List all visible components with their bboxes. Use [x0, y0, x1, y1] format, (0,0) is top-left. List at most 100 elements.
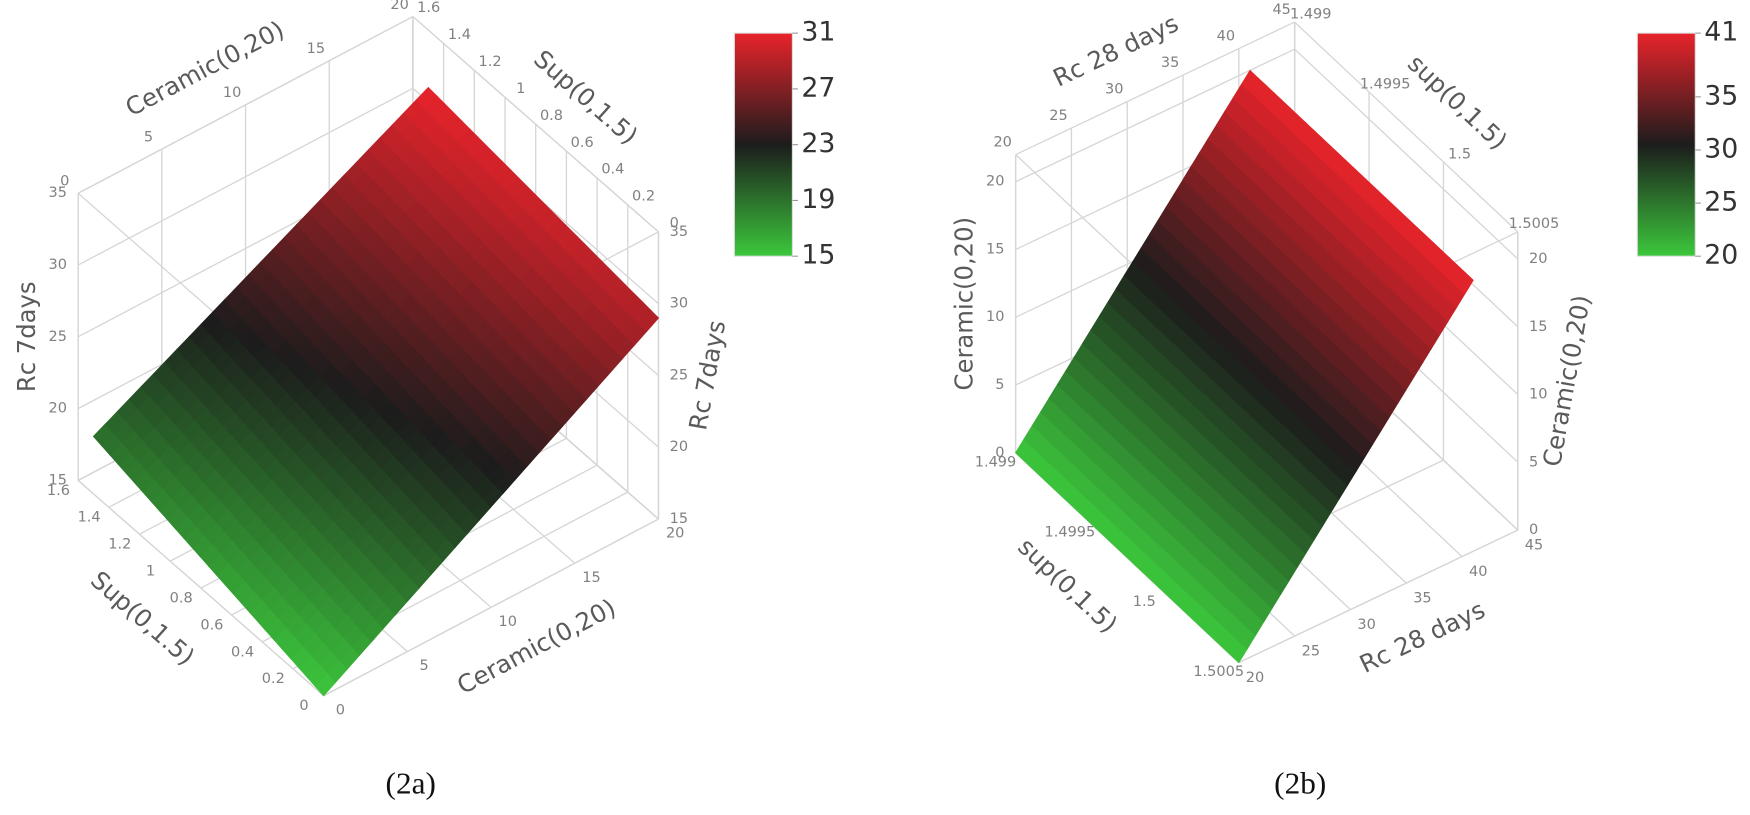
y-tick-label: 1.5005 — [1193, 664, 1244, 680]
caption: (2a) — [386, 766, 436, 801]
y-tick-label: 1.4 — [448, 27, 471, 43]
x-tick-label: 25 — [1049, 108, 1067, 124]
y-tick-label: 1.4 — [78, 510, 101, 526]
z-tick-label: 20 — [986, 174, 1004, 190]
grid-line — [1294, 48, 1519, 260]
surface-cell — [1456, 272, 1474, 295]
x-tick-label: 5 — [419, 658, 428, 674]
z-tick-label: 15 — [986, 242, 1004, 258]
y-tick-label: 1.4995 — [1045, 524, 1096, 540]
y-tick-label: 0.4 — [231, 644, 254, 660]
x-tick-label: 25 — [1302, 643, 1320, 659]
y-tick-label: 0.6 — [571, 135, 594, 151]
colorbar-tick-label: 41 — [1704, 17, 1738, 48]
box-edge — [1015, 21, 1295, 156]
z-tick-label: 5 — [995, 377, 1004, 393]
y-tick-label: 0 — [670, 216, 679, 232]
y-tick-label: 1.5005 — [1509, 216, 1560, 232]
z-tick-label: 20 — [670, 439, 688, 455]
colorbar-tick-label: 23 — [801, 128, 835, 159]
y-tick-label: 1 — [146, 564, 155, 580]
x-tick-label: 20 — [390, 0, 408, 13]
x-axis-title: Ceramic(0,20) — [121, 15, 289, 122]
z-tick-label: 0 — [1529, 522, 1538, 538]
colorbar-tick-label: 31 — [801, 17, 835, 48]
z-tick-label: 10 — [986, 309, 1004, 325]
colorbar-tick-label: 19 — [801, 184, 835, 215]
x-axis-title: Rc 28 days — [1048, 9, 1183, 93]
y-axis-title: Sup(0,1.5) — [85, 565, 200, 671]
grid-line — [323, 518, 659, 697]
colorbar-tick-label: 27 — [801, 72, 835, 103]
y-axis-title: sup(0,1.5) — [1012, 532, 1123, 638]
x-tick-label: 10 — [223, 85, 241, 101]
y-tick-label: 1.5 — [1448, 146, 1471, 162]
z-axis-title: Ceramic(0,20) — [949, 217, 978, 390]
x-tick-label: 35 — [1413, 590, 1431, 606]
x-tick-label: 30 — [1357, 617, 1375, 633]
grid-line — [1015, 48, 1295, 183]
z-tick-label: 20 — [49, 401, 67, 417]
colorbar — [733, 32, 793, 257]
x-tick-label: 45 — [1525, 537, 1543, 553]
colorbar — [1636, 32, 1696, 257]
x-axis-title: Rc 28 days — [1355, 595, 1490, 679]
x-tick-label: 5 — [144, 129, 153, 145]
z-tick-label: 35 — [670, 224, 688, 240]
z-tick-label: 20 — [1529, 251, 1547, 267]
y-tick-label: 0.2 — [262, 671, 285, 687]
x-tick-label: 15 — [582, 570, 600, 586]
z-tick-label: 0 — [995, 445, 1004, 461]
grid-line — [77, 87, 414, 266]
y-tick-label: 1.6 — [417, 0, 440, 16]
y-tick-label: 0.4 — [601, 162, 624, 178]
x-tick-label: 30 — [1105, 81, 1123, 97]
x-tick-label: 40 — [1217, 28, 1235, 44]
y-tick-label: 1.5 — [1133, 594, 1156, 610]
z-tick-label: 15 — [670, 511, 688, 527]
caption: (2b) — [1274, 766, 1326, 801]
x-tick-label: 20 — [666, 526, 684, 542]
x-tick-label: 20 — [1246, 670, 1264, 686]
z-axis-title: Rc 7days — [683, 318, 731, 432]
x-tick-label: 35 — [1161, 55, 1179, 71]
y-tick-label: 1.499 — [975, 454, 1017, 470]
box-edge — [1294, 21, 1519, 233]
z-tick-label: 15 — [49, 472, 67, 488]
z-tick-label: 25 — [670, 368, 688, 384]
y-tick-label: 1.6 — [47, 483, 70, 499]
y-tick-label: 1.2 — [479, 54, 502, 70]
z-tick-label: 10 — [1529, 387, 1547, 403]
y-tick-label: 0.8 — [540, 108, 563, 124]
surface-chart: 2020252530303535404045451.4991.4991.4995… — [949, 2, 1738, 800]
z-tick-label: 30 — [49, 257, 67, 273]
y-tick-label: 0 — [299, 698, 308, 714]
colorbar-tick-label: 15 — [801, 240, 835, 271]
grid-line — [412, 16, 659, 233]
x-tick-label: 20 — [993, 134, 1011, 150]
y-tick-label: 1.4995 — [1360, 76, 1411, 92]
colorbar-tick-label: 35 — [1704, 80, 1738, 111]
x-tick-label: 0 — [336, 702, 345, 718]
x-tick-label: 15 — [307, 41, 325, 57]
y-tick-label: 0.2 — [632, 189, 655, 205]
z-tick-label: 35 — [49, 185, 67, 201]
grid-line — [1238, 529, 1519, 664]
z-tick-label: 30 — [670, 296, 688, 312]
colorbar-tick-label: 30 — [1704, 134, 1738, 165]
y-tick-label: 1.2 — [108, 537, 131, 553]
z-tick-label: 15 — [1529, 319, 1547, 335]
z-axis-title: Rc 7days — [12, 281, 41, 392]
x-tick-label: 40 — [1469, 564, 1487, 580]
y-tick-label: 1 — [516, 81, 525, 97]
x-tick-label: 45 — [1272, 2, 1290, 18]
surface — [92, 86, 660, 697]
y-tick-label: 1.499 — [1290, 6, 1332, 22]
grid-line — [77, 15, 414, 194]
colorbar-tick-label: 25 — [1704, 187, 1738, 218]
x-axis-title: Ceramic(0,20) — [452, 593, 620, 700]
surface — [1015, 69, 1474, 664]
surface-cell — [415, 86, 438, 109]
